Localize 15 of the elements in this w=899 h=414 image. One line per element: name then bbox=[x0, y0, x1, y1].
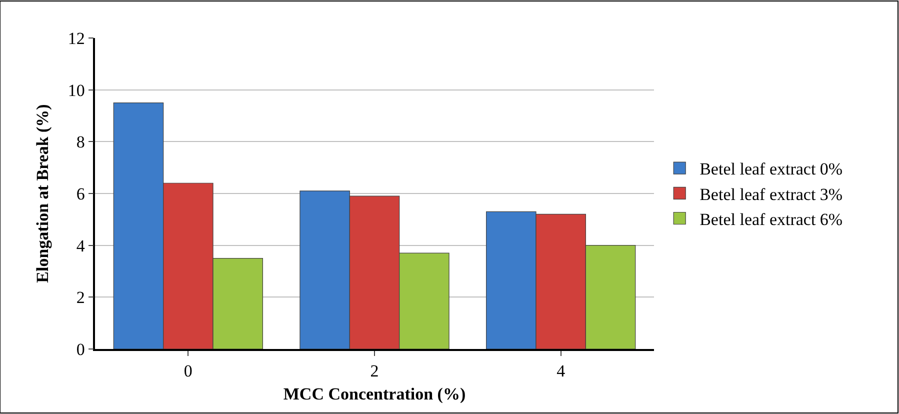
legend-label: Betel leaf extract 3% bbox=[700, 184, 843, 204]
y-tick-label: 8 bbox=[76, 132, 85, 152]
x-tick-label: 0 bbox=[184, 361, 192, 380]
y-tick-label: 2 bbox=[76, 288, 85, 308]
legend-label: Betel leaf extract 0% bbox=[700, 160, 843, 179]
y-axis-title: Elongation at Break (%) bbox=[32, 104, 52, 283]
y-tick-label: 0 bbox=[76, 340, 85, 359]
x-tick-label: 4 bbox=[556, 361, 566, 380]
x-tick-label: 2 bbox=[370, 361, 379, 380]
y-tick-label: 10 bbox=[68, 80, 85, 100]
x-axis-title: MCC Concentration (%) bbox=[283, 384, 466, 404]
legend-label: Betel leaf extract 6% bbox=[700, 210, 843, 229]
y-tick-label: 6 bbox=[76, 184, 85, 204]
y-tick-label: 12 bbox=[68, 28, 85, 48]
y-tick-label: 4 bbox=[76, 236, 86, 256]
